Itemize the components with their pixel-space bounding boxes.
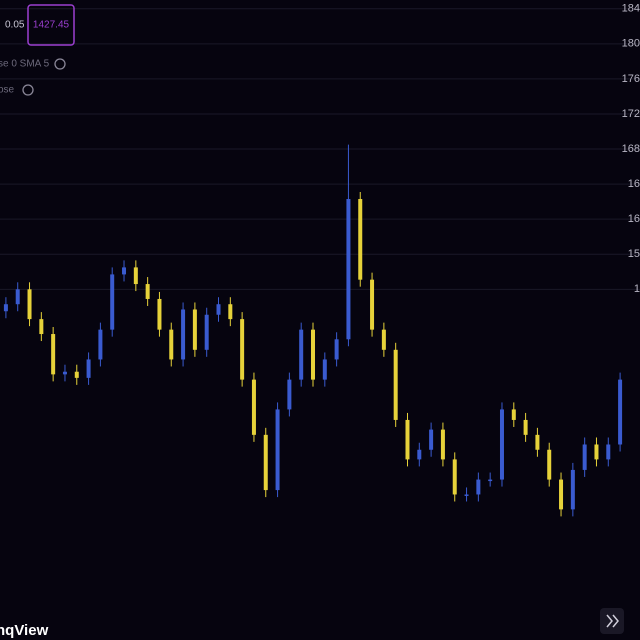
candle-body xyxy=(499,409,504,480)
candle-body xyxy=(358,199,363,280)
candle-body xyxy=(570,469,575,510)
visibility-icon[interactable] xyxy=(54,58,66,70)
candle-body xyxy=(169,329,174,360)
y-tick-label: 16 xyxy=(628,213,640,225)
y-tick-label: 180 xyxy=(622,38,640,50)
candle-body xyxy=(311,329,315,380)
y-tick-label: 184 xyxy=(622,3,640,15)
candle-body xyxy=(110,274,115,330)
candle-body xyxy=(3,304,8,312)
candle-body xyxy=(216,304,221,315)
y-tick-label: 172 xyxy=(622,108,640,120)
candle-body xyxy=(429,429,434,450)
candle-body xyxy=(27,289,32,320)
candle-body xyxy=(464,494,469,496)
candle-body xyxy=(488,479,493,482)
candle-body xyxy=(452,459,457,495)
price-box[interactable] xyxy=(27,4,75,46)
candle-body xyxy=(535,434,540,450)
visibility-icon[interactable] xyxy=(22,84,34,96)
y-tick-label: 15 xyxy=(628,248,640,260)
plot-area xyxy=(0,8,640,517)
candle-body xyxy=(511,409,516,420)
y-tick-label: 16 xyxy=(628,178,640,190)
candle-body xyxy=(251,379,256,435)
candle-body xyxy=(240,319,245,380)
candle-body xyxy=(381,329,386,350)
candle-body xyxy=(476,479,481,495)
scroll-icon xyxy=(606,614,619,628)
header-value: 0.05 xyxy=(5,20,25,31)
candle-body xyxy=(145,284,150,299)
logo: nqView xyxy=(0,622,49,639)
y-tick-label: 176 xyxy=(622,73,640,85)
legend-row: se 0 SMA 5 xyxy=(0,59,50,70)
candle-body xyxy=(523,419,528,435)
candle-body xyxy=(582,444,587,470)
y-tick-label: 168 xyxy=(622,143,640,155)
candle-body xyxy=(192,309,197,350)
candle-body xyxy=(98,329,103,360)
candle-body xyxy=(334,339,339,360)
legend-row: ose xyxy=(0,85,15,96)
candle-body xyxy=(606,444,611,460)
candle-body xyxy=(74,371,79,378)
candle-body xyxy=(122,267,127,275)
candle-body xyxy=(157,298,162,330)
candle-body xyxy=(299,329,304,380)
candle-body xyxy=(133,267,138,285)
candle-body xyxy=(228,304,233,320)
candle-body xyxy=(15,289,20,305)
candle-body xyxy=(618,379,623,445)
candle-body xyxy=(62,371,67,375)
candle-body xyxy=(322,359,327,380)
candle-body xyxy=(39,319,44,335)
candle-body xyxy=(370,279,375,330)
candle-body xyxy=(417,449,422,460)
y-tick-label: 1 xyxy=(634,283,640,295)
candle-body xyxy=(559,479,564,510)
candle-body xyxy=(51,334,56,375)
candle-body xyxy=(393,349,398,420)
candle-body xyxy=(346,199,351,340)
candle-body xyxy=(405,419,410,460)
candle-body xyxy=(181,309,186,360)
candle-body xyxy=(440,429,445,460)
candle-body xyxy=(263,434,268,491)
candle-body xyxy=(287,379,292,410)
candle-body xyxy=(547,449,552,480)
candle-body xyxy=(275,409,280,491)
candle-body xyxy=(594,444,599,460)
candle-body xyxy=(204,314,209,350)
price-box-text: 1427.45 xyxy=(33,20,70,31)
candle-body xyxy=(86,359,91,378)
